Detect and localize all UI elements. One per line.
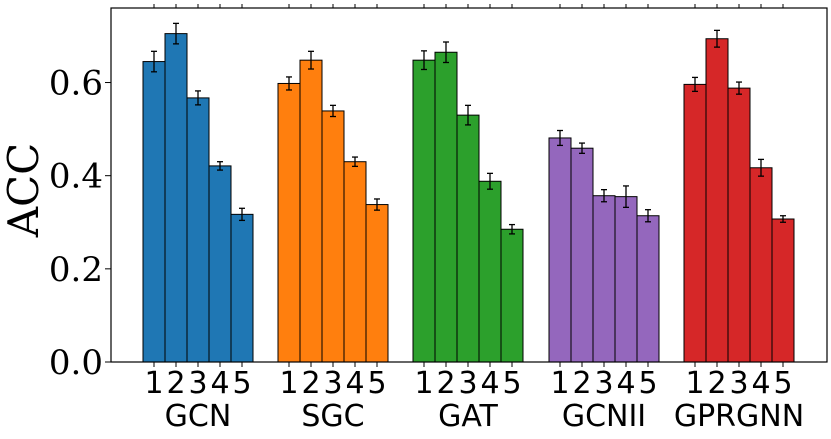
category-label-gat-3: 3 [458, 366, 477, 401]
error-bar-gprgnn-2 [714, 29, 720, 48]
error-bar-gprgnn-4 [758, 158, 764, 177]
group-label-gat: GAT [438, 399, 498, 434]
category-label-gprgnn-5: 5 [773, 366, 792, 401]
bar-sgc-1 [277, 82, 301, 363]
error-bar-gcnii-1 [557, 129, 563, 147]
category-label-sgc-4: 4 [345, 366, 364, 401]
error-bar-gcnii-5 [645, 209, 651, 223]
group-label-gcnii: GCNII [562, 399, 646, 434]
error-bar-gcnii-2 [579, 142, 585, 154]
category-label-gcn-2: 2 [166, 366, 185, 401]
error-bar-sgc-5 [374, 198, 380, 211]
bar-sgc-3 [321, 110, 345, 363]
bar-gprgnn-3 [727, 87, 751, 363]
error-bar-gprgnn-3 [736, 81, 742, 95]
category-label-gcn-3: 3 [188, 366, 207, 401]
bar-gcnii-5 [636, 215, 660, 363]
bar-gat-4 [478, 180, 502, 363]
category-label-gcn-4: 4 [210, 366, 229, 401]
y-tick-label: 0.2 [49, 250, 103, 290]
bar-gprgnn-2 [705, 38, 729, 363]
category-label-sgc-1: 1 [279, 366, 298, 401]
category-label-gprgnn-3: 3 [729, 366, 748, 401]
group-label-gcn: GCN [165, 399, 232, 434]
category-label-gcnii-3: 3 [594, 366, 613, 401]
error-bar-gat-3 [465, 104, 471, 126]
error-bar-gprgnn-1 [692, 76, 698, 93]
group-label-gprgnn: GPRGNN [674, 399, 804, 434]
category-label-gprgnn-4: 4 [751, 366, 770, 401]
bar-gcnii-4 [614, 196, 638, 363]
category-label-gat-2: 2 [436, 366, 455, 401]
bar-gprgnn-4 [749, 167, 773, 363]
error-bar-sgc-2 [308, 50, 314, 70]
error-bar-gcn-3 [195, 90, 201, 106]
category-label-sgc-2: 2 [301, 366, 320, 401]
bar-gprgnn-5 [771, 218, 795, 363]
error-bar-sgc-4 [352, 156, 358, 168]
error-bar-gcnii-4 [623, 185, 629, 209]
category-label-gat-1: 1 [414, 366, 433, 401]
bar-gat-3 [456, 114, 480, 363]
bar-sgc-5 [365, 204, 389, 363]
error-bar-gcn-1 [151, 50, 157, 73]
plot-frame [110, 7, 828, 363]
category-label-gat-5: 5 [502, 366, 521, 401]
error-bar-sgc-3 [330, 104, 336, 118]
category-label-gcn-5: 5 [232, 366, 251, 401]
error-bar-gat-1 [421, 50, 427, 71]
y-axis-title: ACC [0, 143, 48, 239]
axes-layer: 0.0 0.2 0.4 0.6 [49, 4, 828, 383]
category-label-gcnii-2: 2 [572, 366, 591, 401]
bar-sgc-2 [299, 59, 323, 363]
error-bar-gcnii-3 [601, 189, 607, 203]
bar-gcnii-2 [570, 147, 594, 363]
error-bar-sgc-1 [286, 76, 292, 91]
error-bar-gat-5 [509, 223, 515, 235]
error-bar-gat-2 [443, 41, 449, 64]
y-tick-label: 0.0 [49, 343, 103, 383]
category-label-sgc-5: 5 [367, 366, 386, 401]
bar-gat-5 [500, 228, 524, 363]
error-bar-gprgnn-5 [780, 215, 786, 223]
error-bar-gcn-4 [217, 161, 223, 171]
category-label-gcnii-4: 4 [616, 366, 635, 401]
group-label-sgc: SGC [301, 399, 364, 434]
bar-gcn-2 [164, 33, 188, 363]
y-tick-label: 0.6 [49, 64, 103, 104]
category-label-gprgnn-1: 1 [685, 366, 704, 401]
category-label-gprgnn-2: 2 [707, 366, 726, 401]
category-label-gcnii-5: 5 [638, 366, 657, 401]
bar-gcnii-1 [548, 137, 572, 363]
bar-gat-2 [434, 51, 458, 363]
y-tick-label: 0.4 [49, 157, 103, 197]
category-label-gat-4: 4 [480, 366, 499, 401]
bar-sgc-4 [343, 161, 367, 363]
bar-gcn-1 [142, 61, 166, 363]
category-label-gcnii-1: 1 [550, 366, 569, 401]
error-bar-gcn-5 [239, 207, 245, 222]
error-bar-gat-4 [487, 172, 493, 190]
bar-gprgnn-1 [683, 83, 707, 363]
bar-gcn-4 [208, 165, 232, 363]
bar-gcn-3 [186, 97, 210, 363]
error-bar-gcn-2 [173, 22, 179, 45]
bar-gcn-5 [230, 213, 254, 363]
bar-gcnii-3 [592, 195, 616, 363]
category-label-sgc-3: 3 [323, 366, 342, 401]
bar-gat-1 [412, 59, 436, 363]
category-label-gcn-1: 1 [144, 366, 163, 401]
